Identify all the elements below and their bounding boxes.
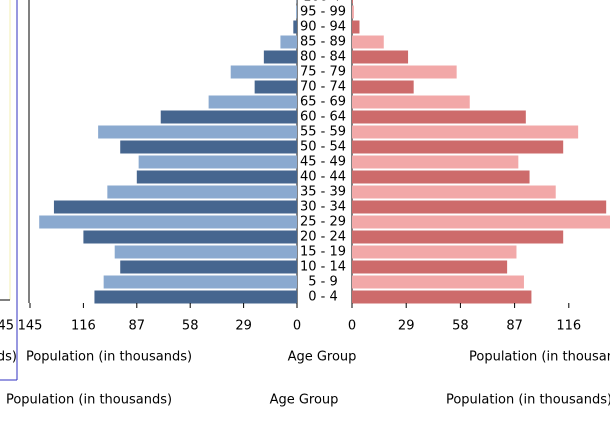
bar <box>120 260 297 274</box>
x-tick-label: 87 <box>129 319 146 334</box>
age-label: 50 - 54 <box>300 140 346 155</box>
bar <box>352 140 564 154</box>
bar <box>352 230 564 244</box>
age-label: 0 - 4 <box>308 290 338 305</box>
x-tick-label: 58 <box>452 319 469 334</box>
bar <box>138 155 297 169</box>
bar <box>352 0 353 4</box>
x-axis-label: Population (in thousands) <box>6 393 172 408</box>
age-label: 85 - 89 <box>300 35 346 50</box>
bar <box>352 5 354 19</box>
y-axis-label: Age Group <box>288 350 357 365</box>
bar <box>160 110 297 124</box>
bar <box>352 80 414 94</box>
age-label: 65 - 69 <box>300 95 346 110</box>
x-tick-label: 145 <box>18 319 43 334</box>
bar <box>107 185 298 199</box>
x-axis-label: Population (in thousands) <box>446 393 610 408</box>
bar <box>296 5 297 19</box>
bar <box>114 245 297 259</box>
x-tick-label: 0 <box>348 319 356 334</box>
bar <box>352 260 508 274</box>
bar <box>280 35 297 49</box>
age-label: 70 - 74 <box>300 80 346 95</box>
bar <box>352 155 519 169</box>
bar <box>230 65 297 79</box>
bar <box>39 215 297 229</box>
bar <box>352 20 360 34</box>
bar <box>352 275 524 289</box>
bar <box>263 50 297 64</box>
age-label: 30 - 34 <box>300 200 346 215</box>
bar <box>293 20 297 34</box>
age-label: 5 - 9 <box>308 275 338 290</box>
bar <box>83 230 298 244</box>
age-label: 60 - 64 <box>300 110 346 125</box>
age-label: 35 - 39 <box>300 185 346 200</box>
bar <box>352 110 526 124</box>
age-label: 100 + <box>303 0 343 5</box>
bar <box>352 290 532 304</box>
x-tick-label: 29 <box>235 319 252 334</box>
age-label: 10 - 14 <box>300 260 346 275</box>
x-tick-label: 145 <box>0 319 14 334</box>
age-label: 90 - 94 <box>300 20 346 35</box>
bar <box>352 50 409 64</box>
x-tick-label: 58 <box>182 319 199 334</box>
x-tick-label: 29 <box>398 319 415 334</box>
y-axis-label: Age Group <box>270 393 339 408</box>
age-label: 25 - 29 <box>300 215 346 230</box>
x-axis-label: Population (in thousands) <box>469 350 610 365</box>
bar <box>94 290 297 304</box>
bar <box>98 125 297 139</box>
bar <box>352 215 610 229</box>
x-axis-label: Population (in thousands) <box>26 350 192 365</box>
age-label: 45 - 49 <box>300 155 346 170</box>
bar <box>352 125 579 139</box>
bar <box>352 65 457 79</box>
age-label: 80 - 84 <box>300 50 346 65</box>
x-tick-label: 116 <box>556 319 581 334</box>
bar <box>352 35 384 49</box>
x-axis-label: Population (in thousands) <box>0 350 17 365</box>
age-label: 20 - 24 <box>300 230 346 245</box>
bar <box>103 275 297 289</box>
bar <box>352 170 530 184</box>
bar <box>120 140 297 154</box>
age-label: 40 - 44 <box>300 170 346 185</box>
bar <box>136 170 297 184</box>
x-tick-label: 87 <box>506 319 523 334</box>
bar <box>352 95 470 109</box>
age-label: 75 - 79 <box>300 65 346 80</box>
age-label: 15 - 19 <box>300 245 346 260</box>
x-tick-label: 0 <box>293 319 301 334</box>
bar <box>352 185 556 199</box>
bar <box>254 80 297 94</box>
age-label: 95 - 99 <box>300 5 346 20</box>
x-tick-label: 116 <box>71 319 96 334</box>
age-label: 55 - 59 <box>300 125 346 140</box>
bar <box>208 95 297 109</box>
bar <box>352 200 607 214</box>
bar <box>53 200 298 214</box>
bar <box>352 245 517 259</box>
